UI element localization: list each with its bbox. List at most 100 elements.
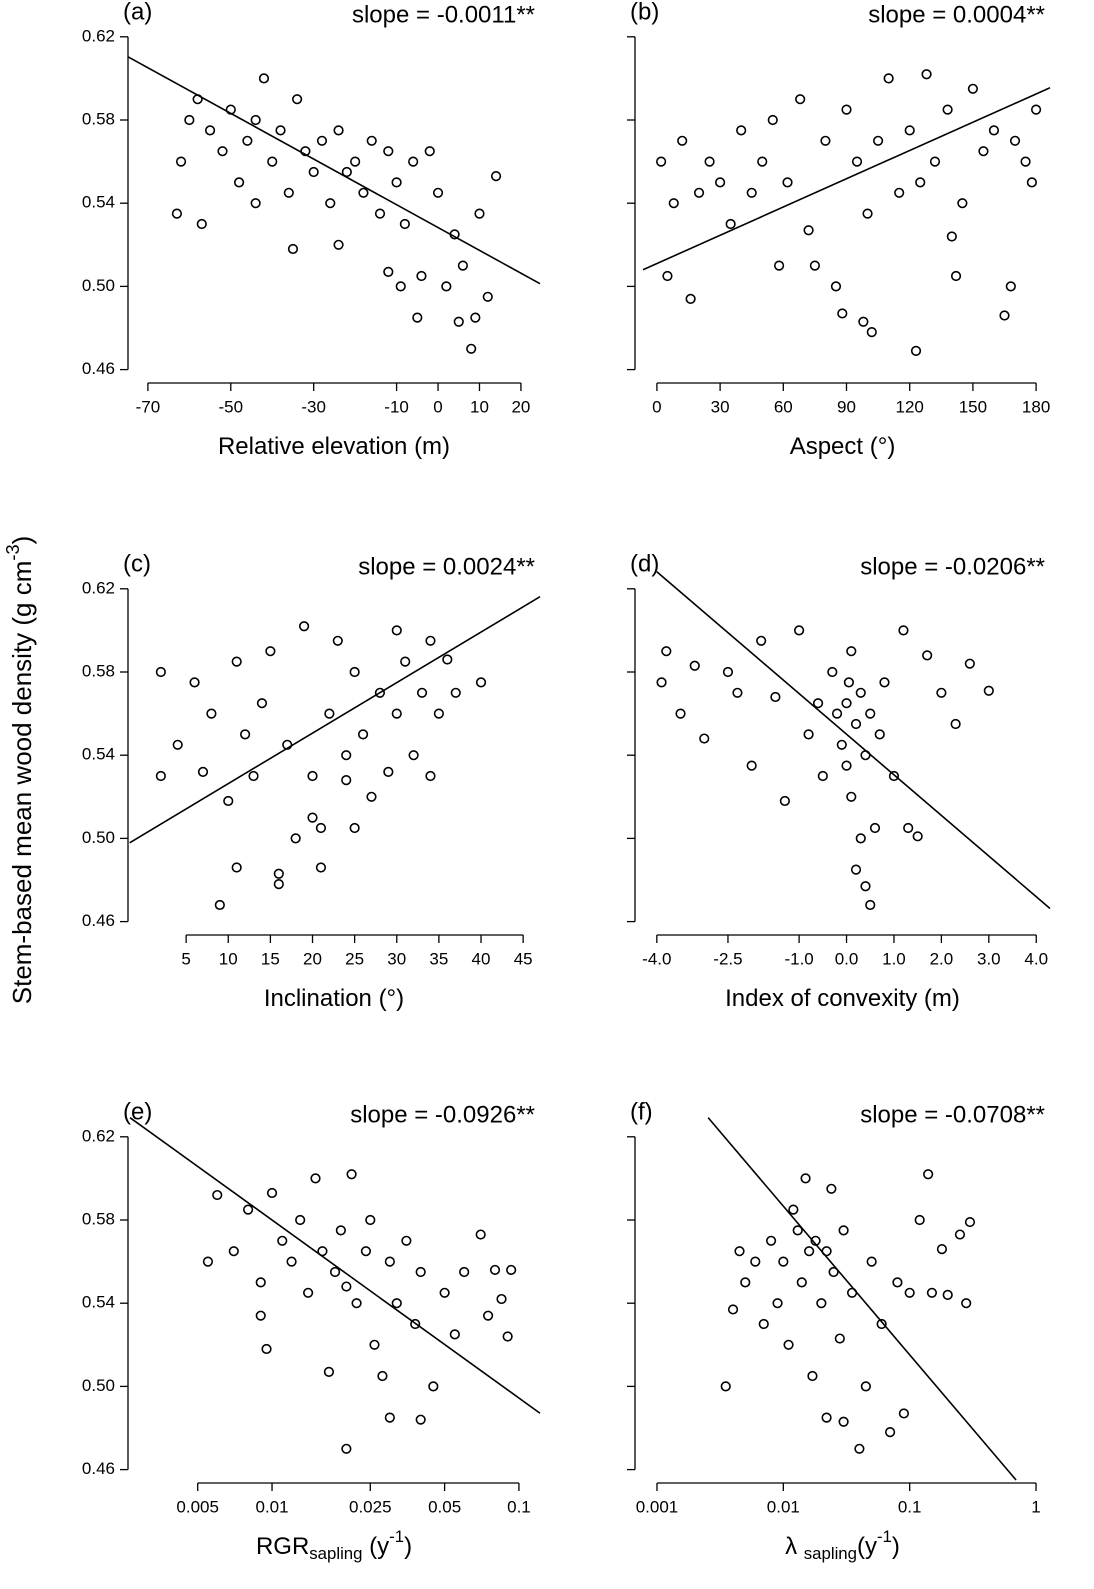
point [197,766,209,777]
point [475,1229,486,1240]
x-tick-label: 0.01 [767,1497,800,1516]
point [756,635,767,646]
point [214,899,225,911]
point [433,708,444,719]
point [175,156,187,167]
point [258,73,270,84]
y-tick-label: 0.62 [82,26,115,45]
point [850,864,862,875]
point [967,83,978,94]
point [391,1298,402,1309]
point [474,208,485,219]
x-tick-label: 2.0 [930,949,954,968]
point [432,187,444,198]
slope-annotation: slope = 0.0004** [868,1,1045,28]
point [424,146,435,157]
slope-annotation: slope = -0.0926** [350,1101,535,1128]
point [834,1333,845,1344]
point [275,125,286,136]
point [391,177,402,188]
point [860,881,871,892]
point [482,291,493,302]
point [470,312,481,323]
point [489,1264,501,1276]
point [277,1235,288,1246]
x-axis-title: Index of convexity (m) [725,985,960,1012]
fit-line [129,596,541,844]
point [656,156,667,167]
point [1026,177,1037,188]
label-part: ) [892,1533,900,1560]
point [335,1225,346,1236]
point [315,822,327,834]
point [810,1235,821,1246]
x-tick-label: 90 [837,397,856,416]
y-tick-label: 0.54 [82,193,115,212]
point [838,1225,849,1236]
point [329,1266,341,1278]
label-part: λ [785,1533,804,1560]
point [841,760,852,771]
point [466,343,477,354]
point [439,1287,450,1298]
point [746,760,757,771]
point [656,677,667,688]
fit-line [129,1117,541,1414]
point [416,270,427,282]
x-tick-label: 120 [896,397,924,416]
point [298,621,310,632]
point [866,327,877,338]
point [250,198,261,209]
point [341,1281,352,1292]
point [459,1266,470,1278]
point [888,770,900,782]
point [449,1329,460,1340]
x-tick-label: -2.5 [713,949,742,968]
point [758,1318,769,1330]
y-tick-label: 0.46 [82,911,115,930]
point [843,677,855,688]
point [782,177,793,188]
point [290,833,301,844]
point [292,94,303,105]
x-tick-label: 35 [429,949,448,968]
point [300,146,311,157]
point [303,1287,314,1298]
point [865,899,876,911]
slope-annotation: slope = 0.0024** [358,553,535,580]
point [675,708,686,719]
fit-line [707,1117,1017,1481]
point [809,260,821,271]
point [333,239,344,250]
point [936,1244,948,1255]
x-axis-title: λ sapling(y-1) [785,1527,900,1563]
label-part: sapling [309,1544,362,1563]
point [307,812,318,823]
x-tick-label: 150 [959,397,987,416]
point [942,104,953,115]
x-tick-label: 25 [345,949,364,968]
point [912,831,923,842]
point [715,177,726,188]
x-tick-label: 0.1 [898,1497,922,1516]
point [817,770,828,782]
point [346,1169,357,1180]
point [202,1256,214,1267]
point [772,1298,783,1309]
x-tick-label: 5 [181,949,190,968]
x-tick-label: 0.025 [349,1497,392,1516]
y-tick-label: 0.54 [82,745,115,764]
x-tick-label: 180 [1022,397,1050,416]
point [323,1366,335,1377]
point [734,1246,745,1257]
panel-label: (a) [123,0,152,25]
point [904,125,915,136]
x-tick-label: 4.0 [1024,949,1048,968]
x-axis-title: Inclination (°) [264,985,404,1012]
point [231,862,242,873]
point [240,729,251,740]
point [794,625,805,636]
point [950,270,962,282]
point [837,308,848,319]
y-tick-label: 0.62 [82,578,115,597]
